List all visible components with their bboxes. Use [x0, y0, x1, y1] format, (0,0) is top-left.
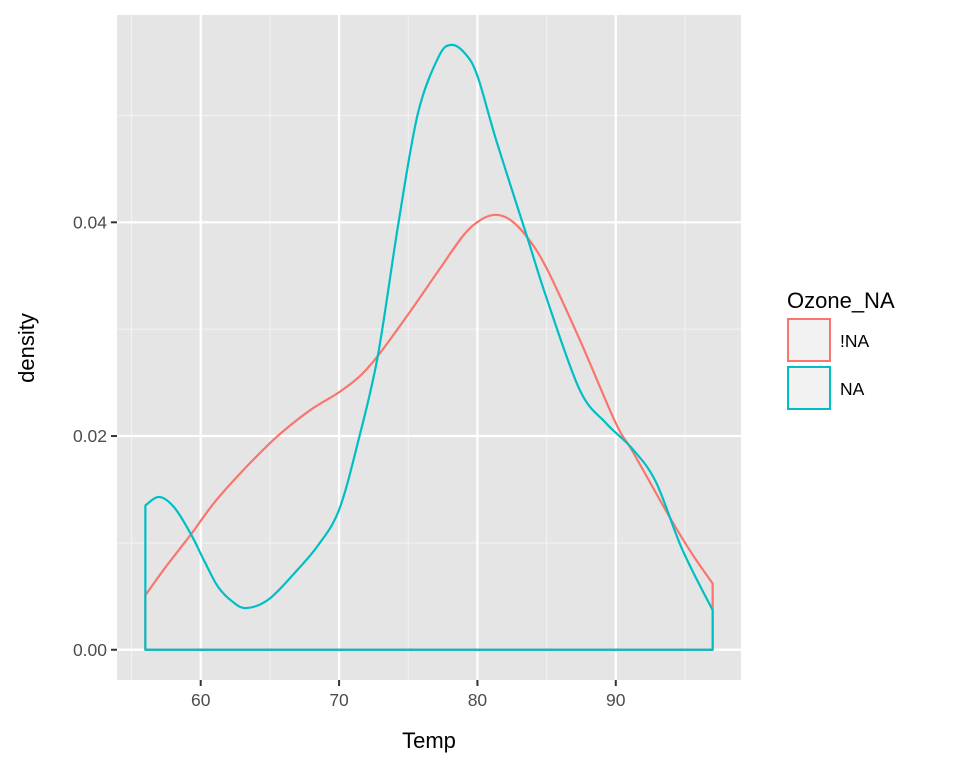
y-tick-label: 0.02	[73, 426, 107, 446]
x-tick-label: 80	[468, 690, 488, 710]
legend-key	[787, 366, 831, 410]
legend-title: Ozone_NA	[787, 288, 895, 313]
legend-key	[787, 318, 831, 362]
density-curve-na	[144, 43, 714, 651]
x-axis-label: Temp	[402, 728, 456, 753]
x-tick-label: 60	[191, 690, 211, 710]
x-tick-label: 70	[329, 690, 349, 710]
y-axis-label: density	[14, 313, 39, 383]
legend: Ozone_NA !NA NA	[787, 288, 895, 410]
x-tick-label: 90	[606, 690, 626, 710]
x-axis-ticks: 60 70 80 90	[191, 680, 626, 710]
legend-label: NA	[840, 379, 865, 399]
minor-gridlines	[117, 15, 741, 680]
legend-label: !NA	[840, 331, 870, 351]
y-tick-label: 0.04	[73, 212, 107, 232]
y-axis-ticks: 0.00 0.02 0.04	[73, 212, 117, 660]
plot-panel	[117, 15, 741, 680]
density-series	[144, 43, 714, 651]
density-curve-not-na	[144, 213, 714, 651]
y-tick-label: 0.00	[73, 640, 107, 660]
